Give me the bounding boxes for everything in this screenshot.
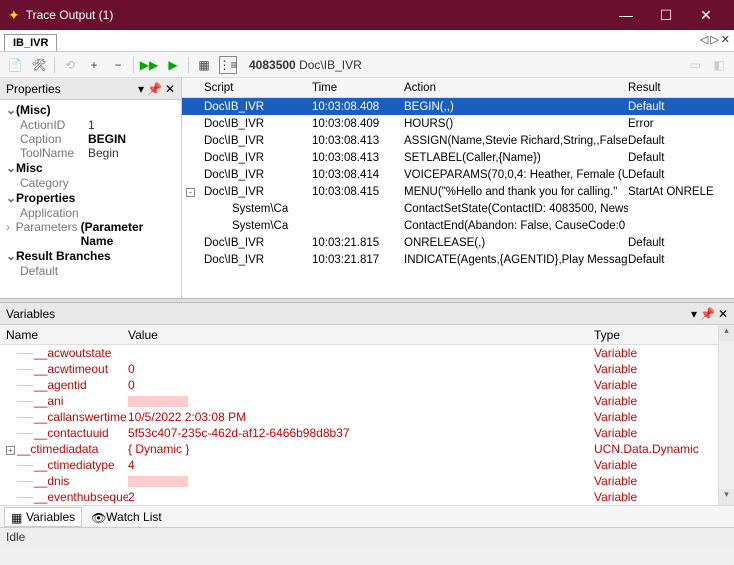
variable-row[interactable]: ┈┈┈__eventhubseque2Variable	[0, 489, 734, 505]
variable-row[interactable]: ┈┈┈__agentid0Variable	[0, 377, 734, 393]
dropdown-icon[interactable]: ▾	[138, 82, 144, 96]
variable-row[interactable]: ┈┈┈__aniVariable	[0, 393, 734, 409]
status-text: Idle	[6, 530, 25, 544]
app-icon: ✦	[8, 7, 20, 24]
trace-row[interactable]: Doc\IB_IVR10:03:08.408BEGIN(,,)Default	[182, 98, 734, 115]
breadcrumb: 4083500 Doc\IB_IVR	[249, 58, 362, 72]
panel-icon-1[interactable]: ▭	[686, 56, 704, 74]
list-icon[interactable]: ⋮≡	[219, 56, 237, 74]
document-tabstrip: IB_IVR ◁ ▷ ✕	[0, 30, 734, 52]
tab-close-icon[interactable]: ✕	[721, 33, 730, 46]
close-button[interactable]: ✕	[686, 7, 726, 24]
back-icon[interactable]: ⟲	[61, 56, 79, 74]
tab-prev-icon[interactable]: ◁	[700, 33, 708, 46]
trace-row[interactable]: System\CaContactEnd(Abandon: False, Caus…	[182, 217, 734, 234]
variable-row[interactable]: ┈┈┈__callanswertime10/5/2022 2:03:08 PMV…	[0, 409, 734, 425]
col-action[interactable]: Action	[404, 82, 628, 94]
col-time[interactable]: Time	[312, 82, 404, 94]
col-value[interactable]: Value	[128, 328, 594, 342]
trace-grid-header: Script Time Action Result	[182, 78, 734, 98]
step-icon[interactable]: ▶	[164, 56, 182, 74]
dropdown-icon[interactable]: ▾	[691, 307, 697, 321]
bottom-tabstrip: ▦ Variables 👁 Watch List	[0, 505, 734, 527]
properties-body: ⌄(Misc) ActionID1 CaptionBEGIN ToolNameB…	[0, 100, 181, 298]
properties-header: Properties ▾ 📌 ✕	[0, 78, 181, 100]
col-script[interactable]: Script	[204, 82, 312, 94]
variable-row[interactable]: +__ctimediadata{ Dynamic }UCN.Data.Dynam…	[0, 441, 734, 457]
tools-icon[interactable]: 🛠	[30, 56, 48, 74]
pin-icon[interactable]: 📌	[147, 82, 162, 96]
variable-row[interactable]: ┈┈┈__dnisVariable	[0, 473, 734, 489]
scroll-up-icon[interactable]: ▴	[719, 325, 734, 341]
col-result[interactable]: Result	[628, 82, 730, 94]
trace-row[interactable]: Doc\IB_IVR10:03:08.413ASSIGN(Name,Stevie…	[182, 132, 734, 149]
variable-row[interactable]: ┈┈┈__acwtimeout0Variable	[0, 361, 734, 377]
pin-icon[interactable]: 📌	[700, 307, 715, 321]
trace-row[interactable]: Doc\IB_IVR10:03:08.409HOURS()Error	[182, 115, 734, 132]
grid-icon[interactable]: ▦	[195, 56, 213, 74]
play-icon[interactable]: ▶▶	[140, 56, 158, 74]
tab-next-icon[interactable]: ▷	[710, 33, 718, 46]
tab-nav: ◁ ▷ ✕	[700, 33, 730, 46]
variables-header: Variables ▾ 📌 ✕	[0, 303, 734, 325]
variables-grid: Name Value Type ┈┈┈__acwoutstateVariable…	[0, 325, 734, 505]
close-panel-icon[interactable]: ✕	[718, 307, 728, 321]
trace-row[interactable]: Doc\IB_IVR10:03:08.414VOICEPARAMS(70,0,4…	[182, 166, 734, 183]
trace-row[interactable]: -Doc\IB_IVR10:03:08.415MENU("%Hello and …	[182, 183, 734, 200]
trace-row[interactable]: Doc\IB_IVR10:03:21.815ONRELEASE(,)Defaul…	[182, 234, 734, 251]
variable-row[interactable]: ┈┈┈__ctimediatype4Variable	[0, 457, 734, 473]
add-icon[interactable]: +	[85, 56, 103, 74]
properties-panel: Properties ▾ 📌 ✕ ⌄(Misc) ActionID1 Capti…	[0, 78, 182, 298]
trace-row[interactable]: System\CaContactSetState(ContactID: 4083…	[182, 200, 734, 217]
toolbar: 📄 🛠 ⟲ + − ▶▶ ▶ ▦ ⋮≡ 4083500 Doc\IB_IVR ▭…	[0, 52, 734, 78]
scrollbar[interactable]: ▴ ▾	[718, 325, 734, 505]
remove-icon[interactable]: −	[109, 56, 127, 74]
col-name[interactable]: Name	[0, 328, 128, 342]
trace-row[interactable]: Doc\IB_IVR10:03:21.817INDICATE(Agents,{A…	[182, 251, 734, 268]
maximize-button[interactable]: ☐	[646, 7, 686, 24]
tab-variables[interactable]: ▦ Variables	[4, 507, 82, 527]
watch-icon: 👁	[91, 511, 103, 523]
scroll-down-icon[interactable]: ▾	[719, 489, 734, 505]
variables-panel: Variables ▾ 📌 ✕ Name Value Type ┈┈┈__acw…	[0, 303, 734, 505]
tab-watch-list[interactable]: 👁 Watch List	[84, 507, 169, 527]
folder-icon[interactable]: 📄	[6, 56, 24, 74]
variables-icon: ▦	[11, 511, 23, 523]
titlebar: ✦ Trace Output (1) — ☐ ✕	[0, 0, 734, 30]
status-bar: Idle	[0, 527, 734, 549]
tab-ib-ivr[interactable]: IB_IVR	[4, 34, 57, 51]
close-panel-icon[interactable]: ✕	[165, 82, 175, 96]
variable-row[interactable]: ┈┈┈__acwoutstateVariable	[0, 345, 734, 361]
col-type[interactable]: Type	[594, 328, 734, 342]
variable-row[interactable]: ┈┈┈__contactuuid5f53c407-235c-462d-af12-…	[0, 425, 734, 441]
panel-icon-2[interactable]: ◧	[710, 56, 728, 74]
minimize-button[interactable]: —	[606, 7, 646, 23]
trace-grid: Script Time Action Result Doc\IB_IVR10:0…	[182, 78, 734, 298]
window-title: Trace Output (1)	[26, 8, 606, 22]
trace-row[interactable]: Doc\IB_IVR10:03:08.413SETLABEL(Caller,{N…	[182, 149, 734, 166]
